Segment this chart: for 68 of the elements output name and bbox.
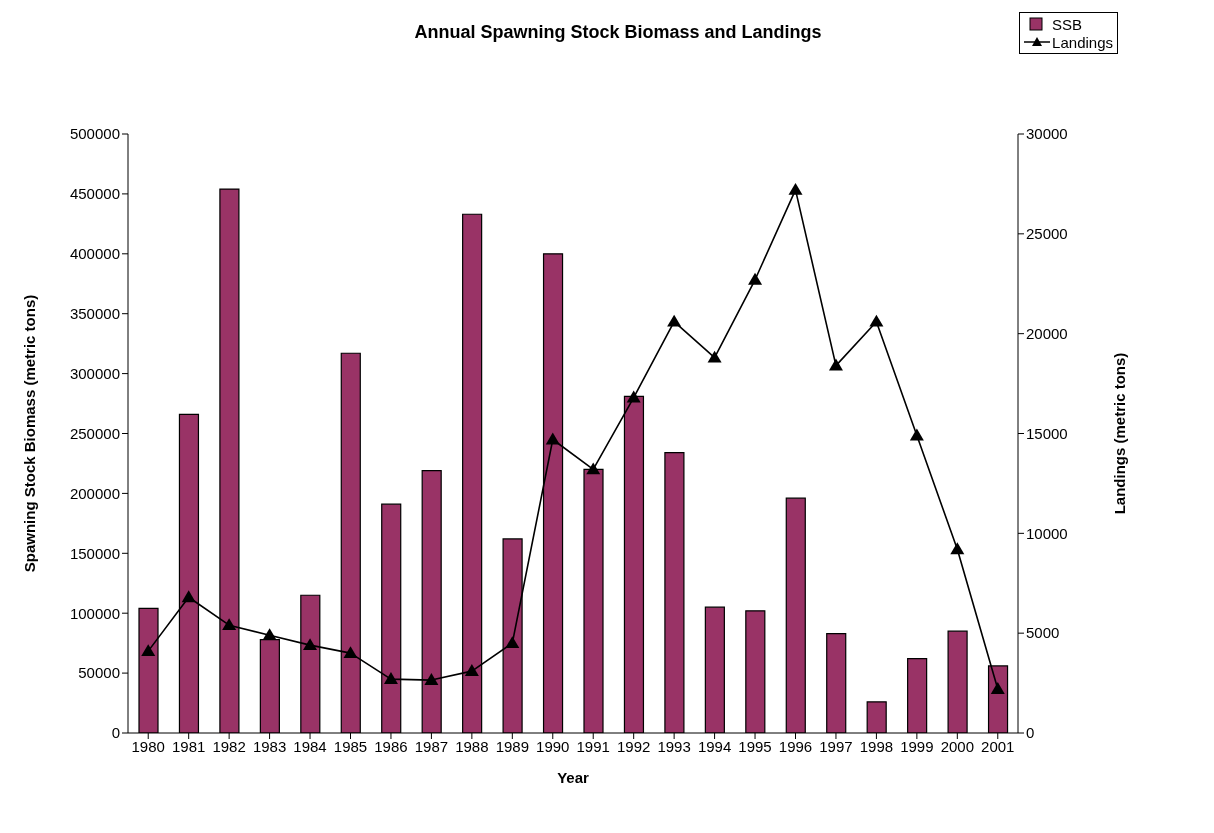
x-tick-label: 1982 bbox=[212, 737, 246, 755]
x-tick-label: 1994 bbox=[697, 737, 732, 755]
y2-tick-label: 10000 bbox=[1026, 524, 1068, 542]
point bbox=[586, 462, 601, 475]
x-tick-label: 2000 bbox=[940, 737, 975, 755]
y-tick-label: 150000 bbox=[69, 544, 120, 562]
point bbox=[464, 664, 479, 676]
x-tick-label: 1990 bbox=[536, 737, 570, 755]
point bbox=[990, 682, 1005, 694]
x-tick-label: 1983 bbox=[252, 737, 287, 755]
y-tick-label: 350000 bbox=[69, 305, 120, 323]
y-tick-label: 450000 bbox=[69, 185, 120, 203]
x-tick-label: 1998 bbox=[859, 737, 894, 755]
point bbox=[707, 350, 722, 363]
point bbox=[383, 672, 398, 684]
x-tick-label: 1995 bbox=[738, 737, 772, 755]
y-tick-label: 100000 bbox=[69, 604, 120, 622]
point bbox=[262, 628, 277, 641]
y2-tick-label: 5000 bbox=[1026, 624, 1060, 642]
y-tick-label: 400000 bbox=[69, 245, 120, 263]
point bbox=[303, 638, 318, 651]
x-tick-label: 1980 bbox=[131, 737, 165, 755]
x-tick-label: 1993 bbox=[657, 737, 691, 755]
x-tick-label: 1991 bbox=[576, 737, 610, 755]
x-tick-label: 2001 bbox=[981, 737, 1015, 755]
y-axis-title: Spawning Stock Biomass (metric tons) bbox=[21, 294, 39, 573]
point bbox=[343, 646, 358, 659]
point bbox=[424, 673, 439, 685]
point bbox=[748, 272, 763, 285]
x-tick-label: 1987 bbox=[414, 737, 449, 755]
x-tick-label: 1989 bbox=[495, 737, 530, 755]
y2-tick-label: 15000 bbox=[1026, 424, 1068, 442]
y-tick-label: 0 bbox=[111, 724, 120, 742]
x-tick-label: 1986 bbox=[374, 737, 408, 755]
point bbox=[545, 432, 560, 445]
legend-label: Landings bbox=[1052, 33, 1113, 51]
x-tick-label: 1992 bbox=[616, 737, 651, 755]
y2-tick-label: 0 bbox=[1026, 724, 1035, 742]
point bbox=[828, 358, 843, 371]
point bbox=[667, 314, 682, 327]
y2-tick-label: 30000 bbox=[1026, 125, 1068, 143]
point bbox=[141, 644, 156, 657]
point bbox=[909, 428, 924, 441]
y-tick-label: 250000 bbox=[69, 424, 120, 442]
y2-tick-label: 20000 bbox=[1026, 324, 1068, 342]
y-tick-label: 50000 bbox=[78, 664, 120, 682]
x-tick-label: 1999 bbox=[900, 737, 934, 755]
x-axis-title: Year bbox=[557, 769, 590, 786]
point bbox=[505, 636, 520, 649]
y2-tick-label: 25000 bbox=[1026, 225, 1068, 243]
point bbox=[869, 314, 884, 327]
x-tick-label: 1984 bbox=[293, 737, 327, 755]
legend-label: SSB bbox=[1052, 15, 1083, 33]
point bbox=[788, 182, 803, 195]
point bbox=[950, 542, 965, 555]
y-tick-label: 500000 bbox=[69, 125, 120, 143]
point bbox=[181, 590, 196, 603]
x-tick-label: 1985 bbox=[333, 737, 368, 755]
chart-title: Annual Spawning Stock Biomass and Landings bbox=[414, 22, 822, 42]
point bbox=[626, 390, 641, 403]
x-tick-label: 1988 bbox=[455, 737, 489, 755]
x-tick-label: 1996 bbox=[778, 737, 813, 755]
y-tick-label: 200000 bbox=[69, 484, 120, 502]
y-tick-label: 300000 bbox=[69, 364, 120, 382]
point bbox=[222, 618, 237, 631]
x-tick-label: 1997 bbox=[819, 737, 853, 755]
y2-axis-title: Landings (metric tons) bbox=[1111, 352, 1129, 515]
x-tick-label: 1981 bbox=[171, 737, 206, 755]
